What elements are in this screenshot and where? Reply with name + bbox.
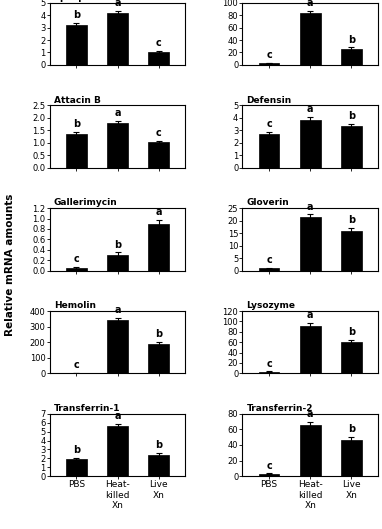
Bar (148, 52, 169, 65)
Text: Lysozyme: Lysozyme (246, 301, 296, 310)
Text: b: b (114, 240, 121, 250)
Bar (66, 25, 87, 65)
Text: a: a (307, 104, 314, 114)
Text: c: c (156, 38, 162, 48)
Bar (341, 231, 362, 270)
Text: b: b (155, 330, 162, 340)
Text: c: c (73, 254, 79, 264)
Text: Hemolin: Hemolin (54, 301, 96, 310)
Text: Attacin B: Attacin B (54, 96, 100, 105)
Bar (66, 268, 87, 270)
Text: a: a (307, 409, 314, 419)
Text: a: a (114, 411, 121, 421)
Bar (148, 224, 169, 270)
Text: c: c (156, 128, 162, 138)
Bar (148, 344, 169, 373)
Text: a: a (155, 207, 162, 217)
Text: c: c (266, 119, 272, 129)
Text: c: c (266, 461, 272, 471)
Bar (300, 13, 320, 65)
Text: ApoLpIII: ApoLpIII (54, 0, 96, 2)
Bar (341, 342, 362, 373)
Text: c: c (266, 255, 272, 264)
Text: b: b (348, 327, 355, 337)
Bar (107, 123, 128, 168)
Text: b: b (73, 445, 80, 455)
Text: c: c (266, 359, 272, 369)
Text: Gloverin: Gloverin (246, 198, 289, 207)
Bar (66, 134, 87, 168)
Text: b: b (73, 119, 80, 129)
Text: Defensin: Defensin (246, 96, 292, 105)
Bar (259, 134, 280, 168)
Text: b: b (348, 111, 355, 121)
Text: a: a (307, 202, 314, 212)
Text: Attacin A: Attacin A (246, 0, 293, 2)
Bar (107, 321, 128, 373)
Text: a: a (114, 305, 121, 315)
Text: Transferrin-1: Transferrin-1 (54, 404, 120, 413)
Text: b: b (155, 440, 162, 450)
Text: b: b (348, 215, 355, 225)
Text: Gallerimycin: Gallerimycin (54, 198, 118, 207)
Bar (341, 440, 362, 476)
Text: a: a (114, 108, 121, 118)
Bar (300, 425, 320, 476)
Bar (259, 474, 280, 476)
Text: b: b (348, 424, 355, 434)
Bar (259, 63, 280, 65)
Bar (107, 426, 128, 476)
Text: a: a (307, 310, 314, 320)
Text: a: a (114, 0, 121, 8)
Bar (300, 325, 320, 373)
Bar (341, 126, 362, 168)
Bar (107, 13, 128, 65)
Text: c: c (73, 360, 79, 370)
Text: b: b (73, 10, 80, 20)
Text: Relative mRNA amounts: Relative mRNA amounts (5, 193, 15, 336)
Bar (300, 120, 320, 168)
Text: Transferrin-2: Transferrin-2 (246, 404, 313, 413)
Bar (148, 455, 169, 476)
Bar (107, 255, 128, 270)
Bar (259, 372, 280, 373)
Bar (66, 459, 87, 476)
Bar (259, 268, 280, 270)
Text: b: b (348, 35, 355, 44)
Bar (341, 49, 362, 65)
Bar (148, 142, 169, 168)
Text: a: a (307, 0, 314, 8)
Bar (300, 217, 320, 270)
Text: c: c (266, 50, 272, 60)
